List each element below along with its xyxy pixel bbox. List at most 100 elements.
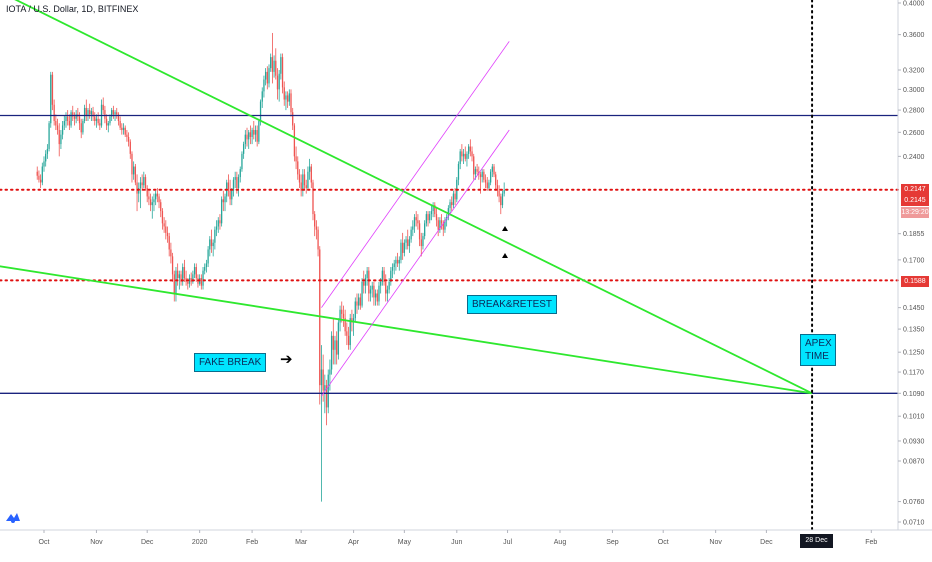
candle-body	[347, 335, 350, 346]
candle-body	[427, 214, 429, 221]
candle-body	[479, 174, 482, 178]
candle-body	[452, 193, 455, 206]
candle-body	[503, 189, 505, 194]
candle-body	[471, 151, 473, 157]
apex-time-label[interactable]: APEX TIME	[800, 334, 836, 366]
candle-body	[415, 217, 417, 221]
candlestick-series	[36, 32, 505, 502]
candle-body	[254, 130, 257, 135]
candle-body	[352, 318, 355, 323]
candle-body	[188, 278, 191, 284]
candle-body	[408, 239, 411, 247]
candle-body	[481, 171, 483, 178]
candle-body	[178, 274, 180, 279]
candle-body	[358, 297, 360, 306]
candle-body	[67, 116, 69, 121]
y-tick-label: 0.0870	[903, 458, 925, 465]
x-tick-label: Feb	[865, 539, 877, 546]
candle-body	[249, 132, 252, 137]
candle-body	[126, 134, 128, 137]
candle-body	[285, 95, 287, 100]
candle-body	[187, 281, 189, 284]
candle-body	[209, 239, 211, 250]
candle-body	[385, 281, 387, 294]
time-axis[interactable]: Oct Nov Dec 2020 Feb Mar Apr May Jun Jul Aug Sep Oct…	[0, 529, 932, 546]
candle-body	[429, 214, 431, 221]
candle-body	[432, 205, 434, 212]
candle-body	[122, 127, 125, 131]
channel-line	[321, 41, 510, 308]
candle-body	[483, 171, 485, 180]
x-tick-label: May	[398, 539, 412, 546]
y-tick-label: 0.1010	[903, 414, 925, 421]
candle-body	[276, 75, 279, 90]
candle-body	[195, 267, 197, 279]
candle-body	[87, 110, 89, 116]
candle-body	[373, 285, 375, 298]
fake-break-label[interactable]: FAKE BREAK	[194, 353, 267, 372]
candle-body	[439, 220, 441, 230]
candle-body	[56, 125, 59, 131]
candle-body	[376, 293, 378, 302]
candle-body	[336, 340, 338, 355]
candle-body	[61, 125, 64, 135]
candle-body	[278, 73, 280, 90]
candle-body	[217, 220, 219, 227]
trend-line	[0, 265, 813, 395]
y-tick-label: 0.0930	[903, 438, 925, 445]
candle-body	[119, 120, 121, 128]
candle-body	[271, 57, 274, 72]
symbol-title[interactable]: IOTA / U.S. Dollar, 1D, BITFINEX	[6, 4, 139, 14]
candle-body	[244, 134, 246, 145]
candle-body	[280, 57, 282, 74]
candle-body	[102, 104, 104, 111]
tradingview-logo-icon[interactable]	[5, 510, 21, 524]
x-tick-label: Mar	[295, 539, 308, 546]
price-chart[interactable]: 0.4000 0.3600 0.3200 0.3000 0.2800 0.2600 0.24…	[0, 0, 932, 550]
candle-body	[356, 301, 358, 306]
y-tick-label: 0.4000	[903, 1, 925, 8]
x-tick-label: Jul	[503, 539, 512, 546]
price-axis[interactable]: 0.4000 0.3600 0.3200 0.3000 0.2800 0.2600 0.24…	[897, 0, 925, 530]
candle-body	[368, 270, 370, 294]
y-tick-label: 0.0760	[903, 499, 925, 506]
candle-body	[320, 369, 323, 386]
x-tick-label: Oct	[658, 539, 669, 546]
candle-body	[396, 259, 399, 264]
candle-body	[308, 166, 311, 172]
candle-body	[148, 196, 150, 200]
candle-body	[70, 112, 72, 126]
candle-body	[193, 267, 196, 275]
candle-body	[442, 223, 444, 230]
candle-body	[121, 127, 123, 131]
candle-body	[264, 71, 267, 80]
candle-body	[210, 239, 213, 247]
candle-body	[283, 87, 285, 100]
candle-body	[498, 190, 500, 197]
price-tag-support: 0.1588	[901, 276, 929, 287]
candle-body	[273, 60, 275, 72]
candle-body	[161, 211, 164, 224]
candle-body	[234, 177, 236, 180]
candle-body	[266, 71, 268, 84]
candle-body	[390, 270, 392, 282]
candle-body	[63, 120, 65, 126]
candle-body	[215, 226, 218, 230]
candle-body	[486, 182, 488, 188]
candle-body	[462, 153, 465, 157]
candle-body	[114, 112, 116, 115]
trend-line	[14, 0, 813, 395]
candle-body	[339, 309, 341, 323]
candle-body	[461, 151, 463, 157]
candle-body	[317, 229, 319, 250]
candle-body	[391, 267, 394, 271]
candle-body	[144, 177, 147, 188]
candle-body	[107, 123, 109, 126]
candle-body	[425, 214, 427, 224]
candle-body	[361, 281, 363, 306]
candle-body	[263, 79, 265, 92]
break-retest-label[interactable]: BREAK&RETEST	[467, 295, 558, 314]
y-tick-label: 0.2400	[903, 154, 925, 161]
candle-body	[183, 267, 186, 279]
candle-body	[177, 270, 179, 279]
